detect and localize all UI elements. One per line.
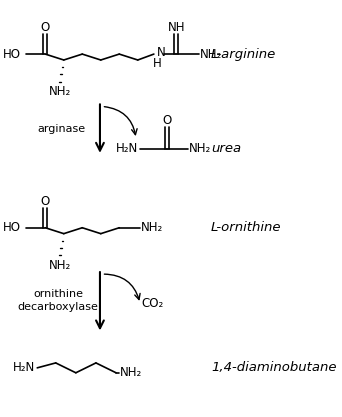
Text: NH₂: NH₂ <box>141 221 163 234</box>
Text: N: N <box>157 45 166 59</box>
Text: H₂N: H₂N <box>13 362 36 374</box>
Text: O: O <box>162 114 171 127</box>
Text: NH₂: NH₂ <box>120 366 142 379</box>
Text: H: H <box>153 58 161 70</box>
Text: L-ornithine: L-ornithine <box>211 221 281 234</box>
Text: L-arginine: L-arginine <box>211 48 276 60</box>
Text: O: O <box>41 21 50 34</box>
Text: NH₂: NH₂ <box>189 142 211 155</box>
Text: NH₂: NH₂ <box>49 85 71 98</box>
Text: arginase: arginase <box>37 124 86 134</box>
Text: NH₂: NH₂ <box>49 259 71 272</box>
Text: O: O <box>41 195 50 208</box>
Text: NH: NH <box>168 21 185 34</box>
Text: CO₂: CO₂ <box>142 297 164 310</box>
Text: HO: HO <box>3 48 21 60</box>
Text: urea: urea <box>211 142 241 155</box>
Text: NH₂: NH₂ <box>200 48 222 60</box>
Text: decarboxylase: decarboxylase <box>18 301 98 311</box>
Text: H₂N: H₂N <box>116 142 139 155</box>
Text: HO: HO <box>3 221 21 234</box>
Text: 1,4-diaminobutane: 1,4-diaminobutane <box>211 362 337 374</box>
Text: ornithine: ornithine <box>33 289 83 299</box>
